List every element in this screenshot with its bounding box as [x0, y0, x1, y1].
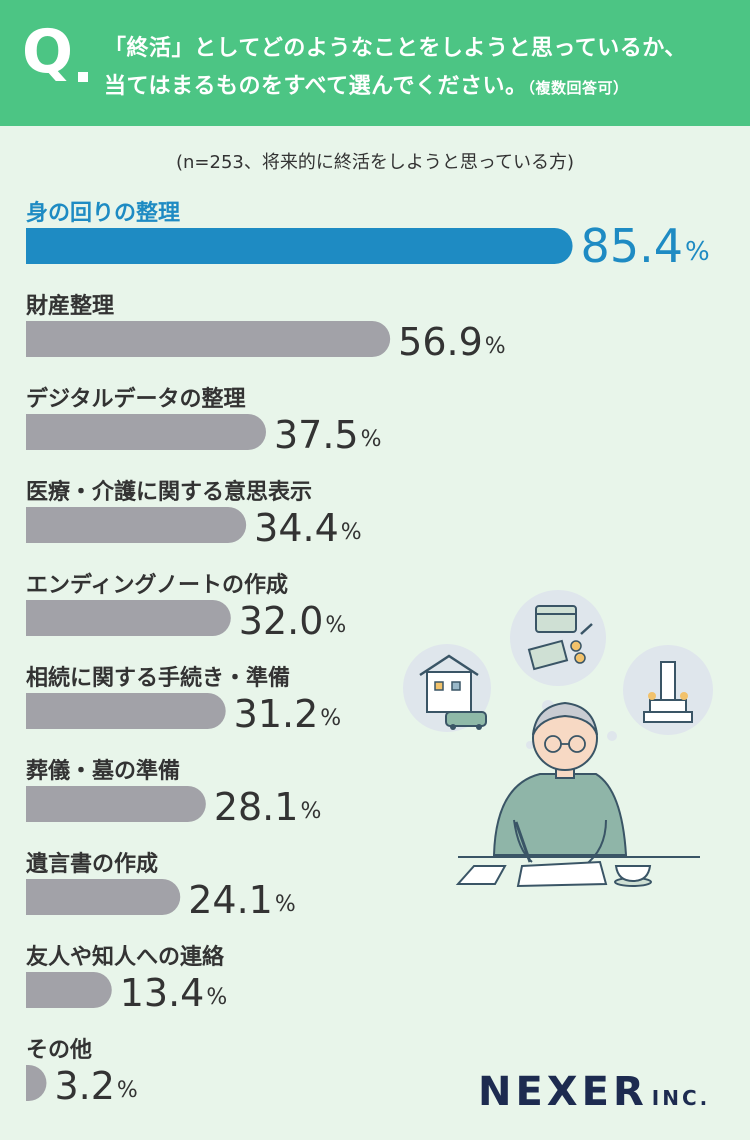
- value-label: 34.4: [254, 506, 339, 550]
- value-label: 85.4: [581, 219, 683, 273]
- category-label: 医療・介護に関する意思表示: [26, 479, 312, 505]
- bar: [26, 1065, 47, 1101]
- thought-bubble-money: [510, 590, 606, 686]
- category-label: デジタルデータの整理: [26, 386, 246, 412]
- teacup: [614, 865, 652, 887]
- illustration: [403, 590, 713, 888]
- category-label: エンディングノートの作成: [26, 572, 288, 598]
- value-label: 31.2: [234, 692, 319, 736]
- category-label: 友人や知人への連絡: [26, 944, 225, 970]
- value-label: 24.1: [188, 878, 273, 922]
- question-line-2-text: 当てはまるものをすべて選んでください。: [104, 74, 528, 99]
- thought-bubble-grave: [623, 645, 713, 735]
- thought-bubble-house: [403, 644, 491, 732]
- value-label: 13.4: [120, 971, 205, 1015]
- value-label: 3.2: [54, 1064, 114, 1108]
- unit-label: %: [117, 1078, 138, 1103]
- bar: [26, 507, 247, 543]
- category-label: 相続に関する手続き・準備: [26, 665, 290, 691]
- value-label: 28.1: [214, 785, 299, 829]
- unit-label: %: [485, 334, 506, 359]
- bar: [26, 228, 573, 264]
- question-line-1: 「終活」としてどのようなことをしようと思っているか、: [104, 36, 687, 61]
- category-label: 葬儀・墓の準備: [26, 758, 180, 784]
- q-mark: Q: [22, 17, 74, 87]
- q-dot: [78, 72, 88, 82]
- bar: [26, 972, 112, 1008]
- logo-main: NEXER: [478, 1069, 648, 1115]
- category-label: 身の回りの整理: [26, 200, 180, 226]
- paper-left: [455, 865, 507, 885]
- bar: [26, 414, 266, 450]
- logo-sub: INC.: [651, 1086, 711, 1110]
- bar: [26, 693, 226, 729]
- paper-right: [516, 860, 608, 888]
- bar: [26, 600, 231, 636]
- value-label: 32.0: [239, 599, 324, 643]
- unit-label: %: [341, 520, 362, 545]
- unit-label: %: [685, 237, 710, 267]
- unit-label: %: [206, 985, 227, 1010]
- question-note: （複数回答可）: [527, 79, 629, 97]
- unit-label: %: [361, 427, 382, 452]
- value-label: 37.5: [274, 413, 359, 457]
- unit-label: %: [325, 613, 346, 638]
- value-label: 56.9: [398, 320, 483, 364]
- person-figure: [492, 701, 628, 867]
- category-label: 遺言書の作成: [26, 851, 158, 877]
- question-header: Q 「終活」としてどのようなことをしようと思っているか、 当てはまるものをすべて…: [0, 0, 750, 126]
- nexer-logo: NEXER INC.: [478, 1072, 710, 1112]
- question-line-2: 当てはまるものをすべて選んでください。（複数回答可）: [104, 68, 629, 100]
- bar: [26, 879, 181, 915]
- bar: [26, 786, 206, 822]
- category-label: その他: [26, 1038, 92, 1063]
- unit-label: %: [300, 799, 321, 824]
- bar: [26, 321, 391, 357]
- pen: [514, 821, 532, 863]
- category-label: 財産整理: [26, 293, 114, 319]
- unit-label: %: [320, 706, 341, 731]
- unit-label: %: [275, 892, 296, 917]
- sample-note: (n=253、将来的に終活をしようと思っている方): [176, 152, 574, 173]
